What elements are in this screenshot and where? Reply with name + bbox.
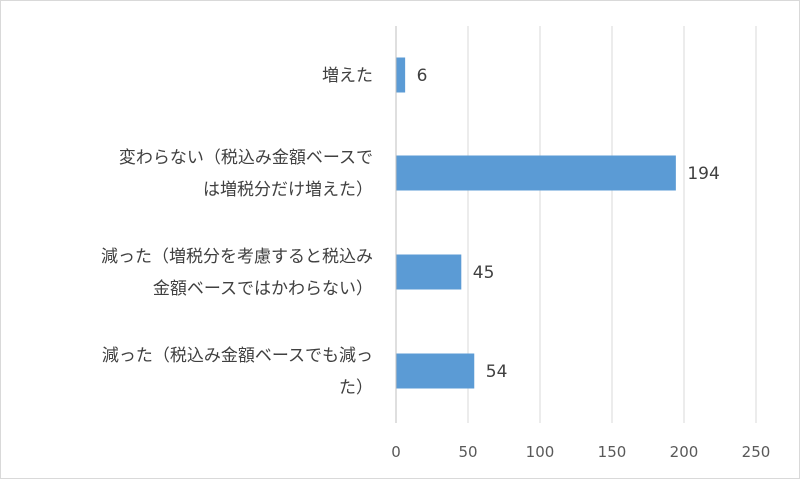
- category-label: 減った（増税分を考慮すると税込み: [101, 247, 373, 267]
- data-label: 194: [687, 164, 719, 184]
- x-tick-label: 100: [526, 443, 555, 461]
- x-tick-label: 0: [391, 443, 401, 461]
- category-label: は増税分だけ増えた）: [203, 180, 373, 200]
- x-tick-label: 50: [458, 443, 477, 461]
- bar: [396, 254, 462, 290]
- x-tick-label: 200: [670, 443, 699, 461]
- data-label: 6: [417, 66, 428, 86]
- category-label: 減った（税込み金額ベースでも減っ: [102, 346, 373, 366]
- bar: [396, 353, 475, 389]
- category-label: た）: [339, 378, 373, 398]
- category-label: 増えた: [322, 66, 373, 86]
- x-tick-label: 150: [598, 443, 627, 461]
- data-label: 54: [486, 362, 508, 382]
- data-label: 45: [473, 263, 495, 283]
- bar: [396, 57, 406, 93]
- category-label: 金額ベースではかわらない）: [153, 279, 373, 299]
- x-tick-label: 250: [742, 443, 771, 461]
- bar: [396, 155, 676, 191]
- category-label: 変わらない（税込み金額ベースで: [119, 148, 373, 168]
